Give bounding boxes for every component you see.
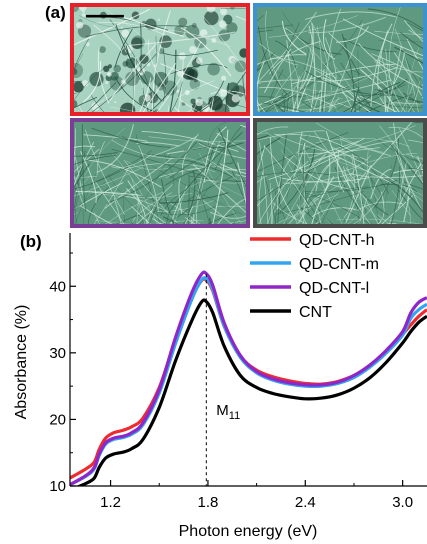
y-tick-label: 40 — [49, 278, 66, 295]
y-tick-label: 10 — [49, 478, 66, 495]
series-line-cnt — [75, 298, 427, 486]
micrograph-bottom-left — [70, 118, 250, 228]
m11-annotation: M11 — [216, 402, 240, 422]
panel-b-label: (b) — [20, 232, 42, 251]
absorbance-chart: M11 1.2 1.8 2.4 3.0 10 20 30 40 QD-CNT-h QD-CNT-… — [13, 232, 427, 540]
x-tick-label: 2.4 — [295, 494, 316, 511]
legend-label-cnt: CNT — [299, 304, 332, 321]
x-axis-label: Photon energy (eV) — [179, 523, 318, 540]
legend-label-qd-cnt-m: QD-CNT-m — [299, 256, 379, 273]
x-tick-label: 1.2 — [100, 494, 121, 511]
micrograph-bottom-right — [253, 118, 427, 228]
y-tick-label: 30 — [49, 345, 66, 362]
series-line-qd-cnt-l — [70, 270, 427, 486]
panel-a-label: (a) — [45, 3, 66, 22]
y-axis-label: Absorbance (%) — [13, 305, 30, 420]
y-tick-label: 20 — [49, 411, 66, 428]
scale-bar — [86, 14, 124, 18]
micrograph-top-right — [253, 3, 427, 116]
legend-label-qd-cnt-h: QD-CNT-h — [299, 232, 375, 249]
micrograph-top-left — [70, 3, 250, 116]
legend-label-qd-cnt-l: QD-CNT-l — [299, 280, 369, 297]
x-tick-label: 1.8 — [198, 494, 219, 511]
x-tick-label: 3.0 — [392, 494, 413, 511]
series-line-qd-cnt-h — [70, 277, 427, 480]
